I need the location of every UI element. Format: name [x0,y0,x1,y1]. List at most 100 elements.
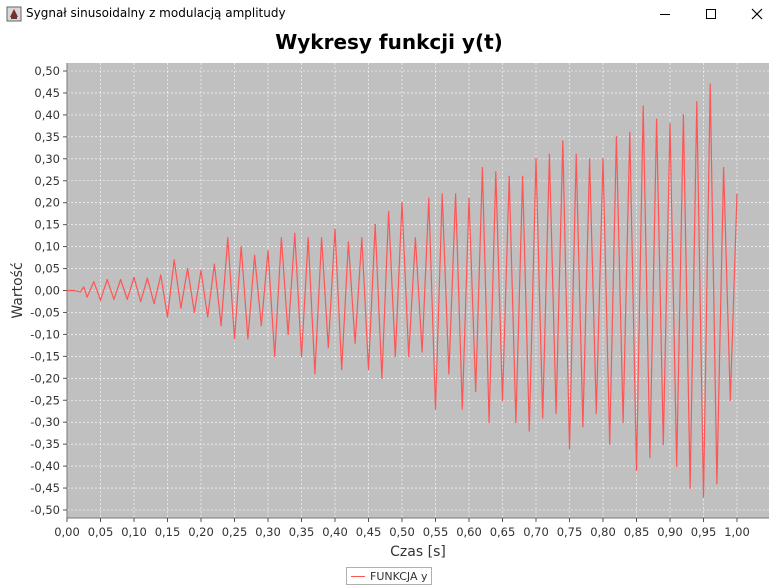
data-point [307,237,309,239]
data-point [207,316,209,318]
data-point [86,296,88,298]
x-tick-label: 0,70 [523,525,549,539]
data-point [649,456,651,458]
y-tick-label: 0,45 [34,86,60,100]
data-point [321,237,323,239]
x-tick-label: 0,15 [155,525,181,539]
data-point [394,355,396,357]
y-tick-label: -0,50 [30,503,60,517]
data-point [287,333,289,335]
legend-item-label: FUNKCJA y [370,569,428,583]
data-point [682,114,685,116]
x-tick-label: 0,75 [557,525,583,539]
data-point [729,399,731,401]
data-point [254,254,256,256]
x-tick-label: 0,80 [590,525,616,539]
data-point [113,298,115,300]
data-point [535,158,537,160]
data-point [153,303,155,305]
data-point [274,355,276,357]
data-point [622,421,624,423]
java-app-icon [6,6,22,22]
data-point [247,338,249,340]
data-point [381,377,383,379]
y-tick-label: 0,05 [34,262,60,276]
y-tick-label: -0,25 [30,393,60,407]
data-point [582,425,584,428]
y-tick-label: -0,30 [30,415,60,429]
data-point [542,417,544,419]
data-point [73,289,75,292]
data-point [173,259,175,261]
data-point [602,158,604,160]
data-point [528,430,530,432]
data-point [347,241,349,243]
data-point [120,278,122,281]
data-point [327,346,329,349]
data-point [656,118,658,120]
data-point [354,342,356,344]
data-point [126,298,128,300]
data-point [213,263,215,265]
data-point [79,291,81,293]
y-tick-label: 0,30 [34,152,60,166]
data-point [461,408,463,410]
data-point [300,355,303,357]
y-tick-label: -0,35 [30,437,60,451]
data-point [146,277,148,279]
x-tick-label: 0,60 [456,525,482,539]
data-point [133,276,135,278]
data-point [495,171,497,173]
data-point [267,250,269,252]
maximize-icon [706,9,716,19]
legend-swatch [351,575,365,577]
x-tick-label: 0,25 [222,525,248,539]
x-tick-label: 0,65 [490,525,516,539]
y-tick-label: 0,15 [34,218,60,232]
data-point [421,351,423,353]
data-point [488,421,490,423]
data-point [361,237,363,239]
data-point [515,421,517,423]
y-tick-label: 0,10 [34,240,60,254]
y-tick-label: 0,20 [34,196,60,210]
data-point [367,368,370,371]
data-point [414,237,416,239]
series-line-funkcja-y [67,83,738,498]
x-tick-label: 0,05 [88,525,114,539]
y-tick-label: -0,10 [30,327,60,341]
data-point [501,399,504,401]
data-point [180,307,182,309]
data-point [280,237,282,239]
y-tick-label: -0,15 [30,349,60,363]
x-tick-label: 0,95 [691,525,717,539]
data-point [642,105,644,107]
data-point [106,278,108,281]
data-point [441,193,443,195]
data-point [562,140,564,142]
data-point [388,210,390,213]
data-point [508,175,510,177]
data-point [187,267,189,270]
data-point [314,373,316,375]
data-point [160,274,162,276]
data-point [233,338,236,340]
data-point [723,166,725,169]
maximize-button[interactable] [688,0,734,28]
data-point [434,408,437,410]
data-point [220,325,222,327]
data-point [522,175,524,177]
x-tick-label: 0,30 [255,525,281,539]
data-point [448,373,450,375]
data-point [468,197,470,199]
data-point [689,487,691,489]
title-bar[interactable]: Sygnał sinusoidalny z modulacją amplitud… [0,0,778,28]
y-tick-label: 0,35 [34,130,60,144]
x-tick-label: 0,85 [624,525,650,539]
x-tick-label: 0,20 [188,525,214,539]
x-tick-label: 0,55 [423,525,449,539]
close-button[interactable] [734,0,778,28]
data-point [575,153,577,156]
minimize-button[interactable] [642,0,688,28]
data-point [676,465,678,467]
